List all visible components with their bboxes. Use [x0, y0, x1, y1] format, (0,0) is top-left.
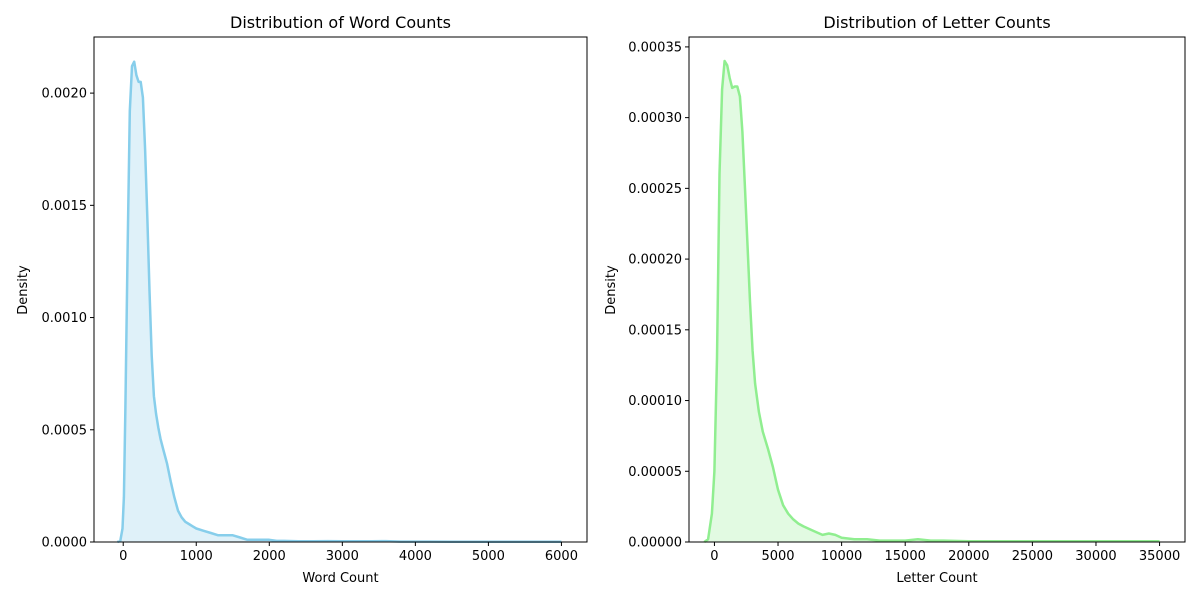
letter-count-y-tick-label: 0.00000 [628, 536, 682, 551]
letter-count-x-axis-label: Letter Count [896, 571, 977, 586]
word-count-x-tick-label: 6000 [545, 549, 578, 564]
letter-count-x-tick-label: 15000 [885, 549, 926, 564]
word-count-x-tick-label: 4000 [399, 549, 432, 564]
word-count-x-tick-label: 3000 [326, 549, 359, 564]
word-count-x-tick-label: 5000 [472, 549, 505, 564]
word-count-plot-area: 0 1000 2000 3000 4000 5000 6000 0.0000 0.0005 0.0… [42, 36, 588, 564]
letter-count-x-tick-label: 20000 [948, 549, 989, 564]
word-count-y-tick-label: 0.0000 [42, 536, 88, 551]
word-count-x-tick-label: 2000 [253, 549, 286, 564]
letter-count-y-tick-label: 0.00010 [628, 394, 682, 409]
letter-count-y-tick-label: 0.00015 [628, 323, 682, 338]
letter-count-x-tick-label: 10000 [821, 549, 862, 564]
letter-count-chart: Distribution of Letter Counts 0 5000 10000… [604, 13, 1186, 586]
letter-count-plot-area: 0 5000 10000 15000 20000 25000 30000 35000 0.000… [628, 36, 1186, 564]
letter-count-density-fill [704, 61, 1160, 542]
word-count-y-tick-label: 0.0020 [42, 87, 88, 102]
letter-count-x-tick-label: 0 [710, 549, 718, 564]
word-count-y-tick-label: 0.0010 [42, 311, 88, 326]
letter-count-chart-title: Distribution of Letter Counts [823, 13, 1050, 32]
letter-count-y-axis-label: Density [604, 265, 619, 315]
letter-count-y-tick-label: 0.00020 [628, 253, 682, 268]
letter-count-y-tick-label: 0.00035 [628, 40, 682, 55]
letter-count-x-tick-label: 30000 [1075, 549, 1116, 564]
word-count-chart-title: Distribution of Word Counts [230, 13, 451, 32]
word-count-x-axis-label: Word Count [302, 571, 378, 586]
word-count-y-tick-label: 0.0005 [42, 423, 88, 438]
word-count-x-tick-label: 1000 [180, 549, 213, 564]
letter-count-x-tick-label: 25000 [1012, 549, 1053, 564]
letter-count-y-tick-label: 0.00005 [628, 465, 682, 480]
letter-count-density-line [703, 59, 1160, 544]
letter-count-axes-frame [688, 36, 1186, 543]
letter-count-y-tick-label: 0.00025 [628, 182, 682, 197]
word-count-y-tick-label: 0.0015 [42, 199, 88, 214]
letter-count-x-tick-label: 5000 [761, 549, 794, 564]
letter-count-x-tick-label: 35000 [1139, 549, 1180, 564]
word-count-y-axis-label: Density [16, 265, 31, 315]
word-count-x-tick-label: 0 [119, 549, 127, 564]
word-count-chart: Distribution of Word Counts 0 1000 2000 300… [16, 13, 588, 586]
word-count-density-line [116, 60, 562, 544]
word-count-density-fill [117, 61, 562, 542]
letter-count-y-tick-label: 0.00030 [628, 111, 682, 126]
word-count-axes-frame [93, 36, 588, 543]
